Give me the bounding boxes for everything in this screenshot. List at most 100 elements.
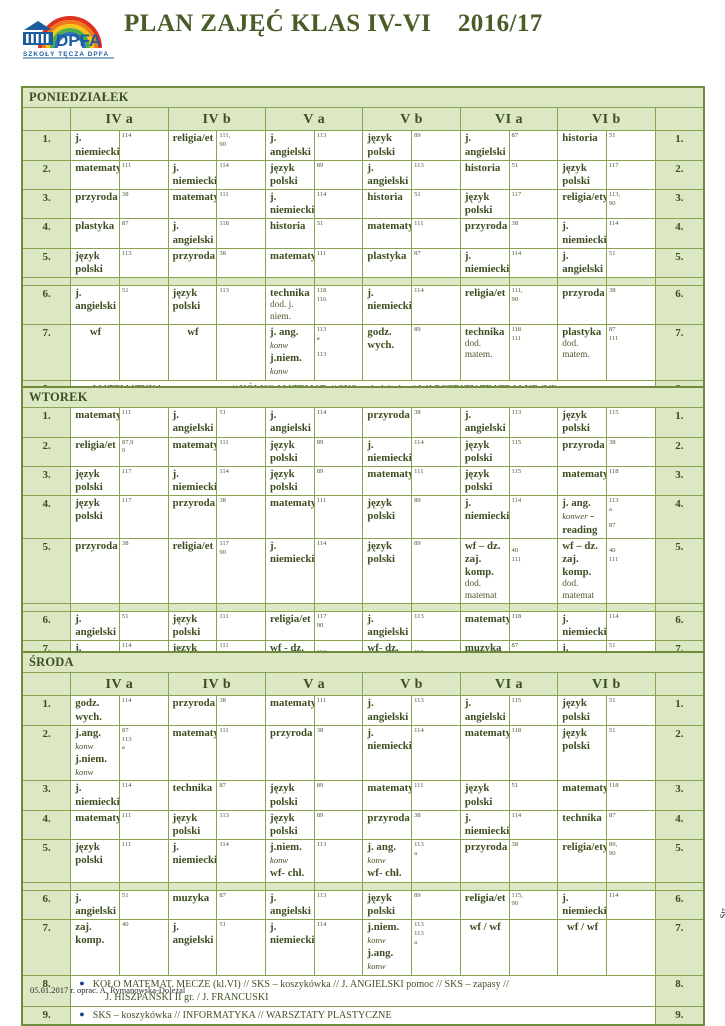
lesson-room: 89 [411,323,461,381]
lesson-room: 118 111 [508,323,559,381]
lesson-subject: godz. wych. [362,323,413,381]
lesson-subject: język polski [459,780,510,811]
lesson-subject: wf – dz. zaj. komp. dod. matemat [459,537,510,604]
lesson-subject: język polski [557,724,607,782]
lesson-subject: historia [265,218,315,249]
lesson-room: 111 [216,724,267,782]
class-header-3: V a [265,107,364,132]
break-row [21,277,705,287]
lesson-room: 113 a 87 [605,495,656,539]
lesson-subject: wf [167,323,218,381]
class-header-4: V b [362,672,461,697]
lesson-number-right: 4. [654,809,705,841]
lesson-room: 118 [508,724,559,782]
lesson-number: 4. [21,495,72,539]
lesson-subject: j. niemiecki [459,809,510,841]
lesson-row: 4. plastyka 87 j. angielski 118 historia 51 mat… [21,218,705,249]
lesson-room: 89 [313,465,364,497]
page-side-marker: Str [719,908,725,919]
activity-number: 8. [21,974,72,1007]
lesson-room: 114 [118,130,169,161]
lesson-room: 51 [605,695,656,726]
lesson-row: 5. przyroda 38 religia/et 117 90 j. niemiecki 1… [21,537,705,604]
lesson-subject: matematyka [362,465,413,497]
lesson-number: 6. [21,285,72,325]
lesson-room: 111 [118,159,169,191]
lesson-room: 114 [605,889,656,920]
lesson-room: 113, 90 [605,189,656,220]
lesson-room: 117 90 [216,537,267,604]
lesson-row: 7. zaj. komp. 40 j. angielski 51 j. niemiecki… [21,918,705,976]
lesson-room [118,323,169,381]
lesson-subject: język polski [70,465,120,497]
lesson-subject: religia/etyka [557,839,607,883]
lesson-number-right: 3. [654,189,705,220]
class-header-2: IV b [167,672,267,697]
lesson-subject: język polski [459,436,510,467]
lesson-subject: język polski [265,780,315,811]
lesson-room: 111 [216,610,267,642]
lesson-room: 87 [605,809,656,841]
activity-number: 9. [21,1005,72,1026]
lesson-room: 89 [313,436,364,467]
lesson-room: 38 [216,247,267,279]
lesson-subject: język polski [459,465,510,497]
dpfa-logo: DPFA SZKOŁY TĘCZA DPFA [18,8,120,60]
lesson-room: 51 [605,724,656,782]
svg-text:DPFA: DPFA [56,31,101,50]
lesson-subject: język polski [557,695,607,726]
lesson-subject: j. niemiecki [265,189,315,220]
lesson-subject: język polski [362,537,413,604]
lesson-room: 87,9 0 [118,436,169,467]
lesson-subject: język polski [459,189,510,220]
lesson-room: 38 [216,495,267,539]
lesson-subject: przyroda [459,218,510,249]
lesson-room: 89 [313,809,364,841]
lesson-number: 2. [21,159,72,191]
lesson-subject: religia/et [167,130,218,161]
class-header-spacer-right [654,107,705,132]
class-header-1: IV a [70,672,169,697]
activity-row: 8. ● KOŁO MATEMAT. MECZE (kl.VI) // SKS – … [21,974,705,1007]
lesson-room: 89 [411,130,461,161]
lesson-room: 118 116 [313,285,364,325]
footer-note: 05.01.2017 r. oprac. A. Rymanowska-Doleż… [30,985,186,995]
lesson-subject: plastyka [362,247,413,279]
lesson-room: 113 [411,695,461,726]
lesson-room: 38 [411,809,461,841]
lesson-subject: przyroda [167,495,218,539]
lesson-number-right: 7. [654,323,705,381]
lesson-room: 111 [313,695,364,726]
lesson-subject: matematyka [70,809,120,841]
lesson-number-right: 5. [654,839,705,883]
lesson-subject: język polski [167,285,218,325]
lesson-room: 111 [118,407,169,438]
lesson-subject: matematyka [70,159,120,191]
lesson-room: 114 [313,189,364,220]
lesson-subject: matematyka [459,610,510,642]
lesson-room: 114 [118,695,169,726]
class-header-2: IV b [167,107,267,132]
lesson-room: 111 [118,839,169,883]
lesson-room: 115 [508,465,559,497]
lesson-subject: technika dod. matem. [459,323,510,381]
lesson-subject: j. angielski [459,695,510,726]
break-row [21,881,705,891]
lesson-subject: j. niemiecki [167,159,218,191]
class-header-spacer-left [21,107,72,132]
lesson-subject: przyroda [459,839,510,883]
lesson-subject: język polski [557,159,607,191]
lesson-subject: j. angielski [70,610,120,642]
lesson-subject: język polski [70,247,120,279]
lesson-room: 114 [605,218,656,249]
lesson-subject: technika [557,809,607,841]
lesson-room: 114 [313,537,364,604]
lesson-subject: j. niemiecki [167,465,218,497]
lesson-room: 114 [411,436,461,467]
lesson-room: 114 [508,809,559,841]
lesson-room: 38 [118,189,169,220]
lesson-number: 5. [21,537,72,604]
lesson-subject: j.ang. konw j.niem. konw [70,724,120,782]
lesson-room: 113 a 113 [313,323,364,381]
